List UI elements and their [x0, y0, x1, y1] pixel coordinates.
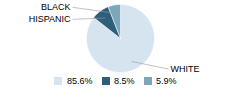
svg-text:BLACK: BLACK	[41, 2, 71, 12]
html-text:8.5%: 8.5%	[114, 76, 135, 86]
svg-text:WHITE: WHITE	[171, 64, 200, 74]
html-text:85.6%: 85.6%	[67, 76, 93, 86]
svg-text:HISPANIC: HISPANIC	[29, 14, 71, 24]
html-text:5.9%: 5.9%	[156, 76, 177, 86]
